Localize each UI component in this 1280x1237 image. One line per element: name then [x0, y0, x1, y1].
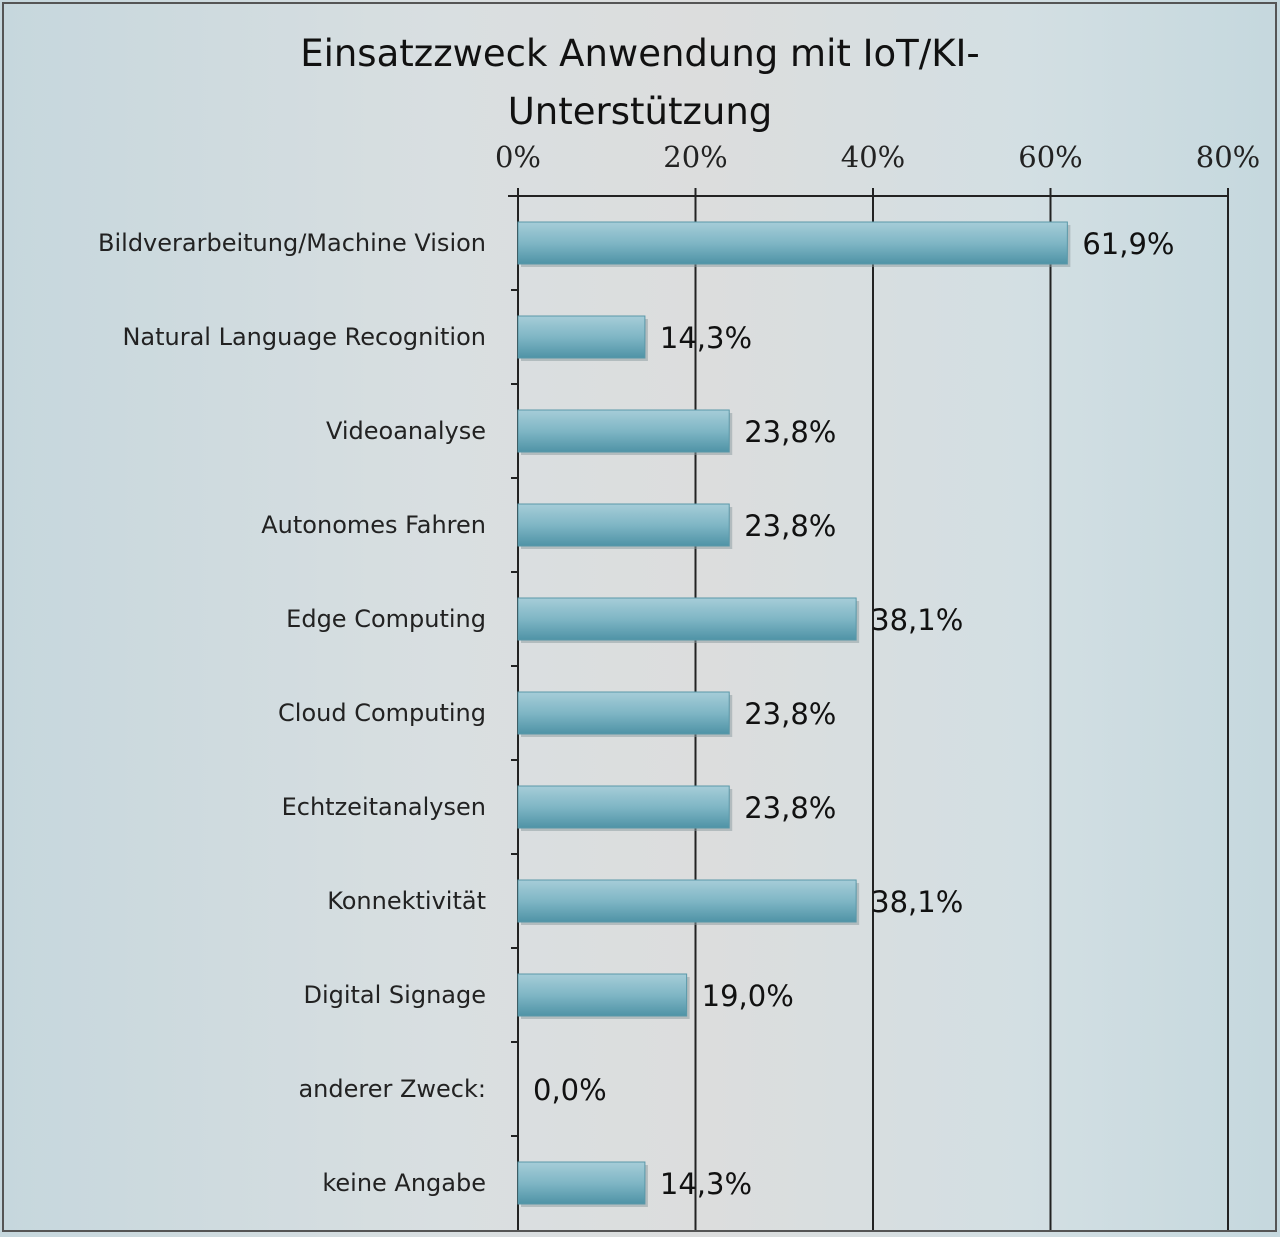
- value-label: 23,8%: [744, 791, 836, 825]
- category-label: Echtzeitanalysen: [282, 793, 486, 821]
- value-label: 14,3%: [660, 321, 752, 355]
- category-label: Videoanalyse: [326, 417, 486, 445]
- bar: [517, 221, 1068, 265]
- bar: [517, 597, 857, 641]
- category-label: Konnektivität: [327, 887, 486, 915]
- bar: [517, 785, 730, 829]
- x-tick-label: 20%: [663, 140, 727, 174]
- bar: [517, 409, 730, 453]
- value-label: 38,1%: [871, 885, 963, 919]
- bar: [517, 1161, 646, 1205]
- bar: [517, 691, 730, 735]
- chart-title-line-1: Einsatzzweck Anwendung mit IoT/KI-: [300, 32, 980, 75]
- bar: [517, 879, 857, 923]
- category-label: Autonomes Fahren: [261, 511, 486, 539]
- category-label: Edge Computing: [286, 605, 486, 633]
- x-tick-label: 60%: [1018, 140, 1082, 174]
- x-tick-label: 40%: [841, 140, 905, 174]
- value-label: 23,8%: [744, 509, 836, 543]
- category-label: anderer Zweck:: [298, 1075, 486, 1103]
- value-label: 38,1%: [871, 603, 963, 637]
- category-label: Bildverarbeitung/Machine Vision: [98, 229, 486, 257]
- value-label: 23,8%: [744, 415, 836, 449]
- value-label: 0,0%: [533, 1073, 607, 1107]
- bar: [517, 503, 730, 547]
- value-label: 14,3%: [660, 1167, 752, 1201]
- category-label: Natural Language Recognition: [122, 323, 486, 351]
- category-label: Cloud Computing: [278, 699, 486, 727]
- x-tick-label: 80%: [1196, 140, 1260, 174]
- value-label: 19,0%: [702, 979, 794, 1013]
- chart-title-line-2: Unterstützung: [508, 90, 773, 133]
- category-label: keine Angabe: [322, 1169, 486, 1197]
- category-label: Digital Signage: [303, 981, 486, 1009]
- value-label: 23,8%: [744, 697, 836, 731]
- bar: [517, 973, 688, 1017]
- x-tick-label: 0%: [495, 140, 541, 174]
- bar: [517, 315, 646, 359]
- value-label: 61,9%: [1082, 227, 1174, 261]
